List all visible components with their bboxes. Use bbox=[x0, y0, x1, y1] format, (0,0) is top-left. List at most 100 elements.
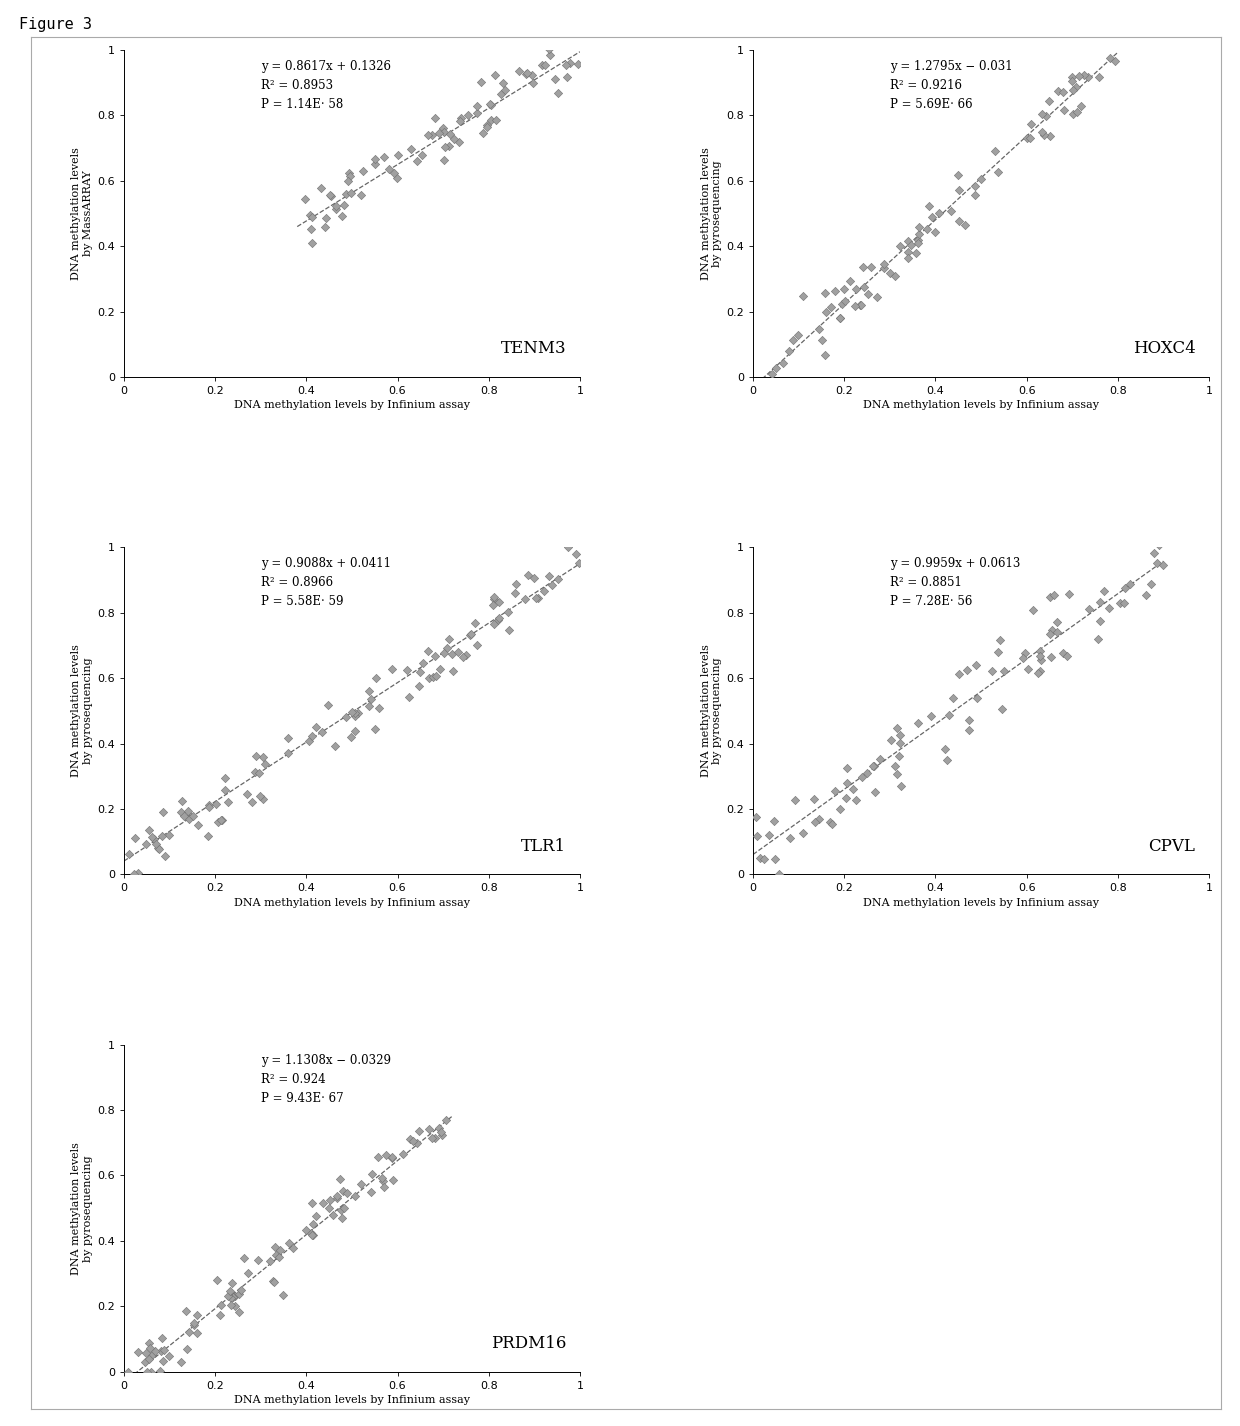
Point bbox=[182, 804, 202, 827]
Point bbox=[384, 161, 404, 184]
Point bbox=[340, 164, 360, 187]
Text: CPVL: CPVL bbox=[1148, 838, 1195, 854]
Point bbox=[523, 71, 543, 94]
Point bbox=[792, 284, 812, 307]
Point bbox=[861, 255, 880, 278]
Point bbox=[210, 1303, 229, 1326]
Point bbox=[136, 833, 156, 856]
Point bbox=[874, 257, 894, 279]
Point bbox=[267, 1243, 286, 1266]
Point bbox=[1153, 553, 1173, 576]
Text: Figure 3: Figure 3 bbox=[19, 17, 92, 33]
Point bbox=[341, 726, 361, 749]
Point bbox=[409, 1119, 429, 1142]
Point bbox=[1094, 580, 1114, 603]
Text: y = 0.9088x + 0.0411
R² = 0.8966
P = 5.58E· 59: y = 0.9088x + 0.0411 R² = 0.8966 P = 5.5… bbox=[260, 558, 391, 607]
Point bbox=[901, 234, 921, 257]
Point bbox=[440, 123, 460, 145]
Point bbox=[160, 1345, 180, 1368]
Point bbox=[222, 1272, 242, 1295]
Point bbox=[539, 44, 559, 67]
Point bbox=[500, 619, 520, 642]
Point bbox=[909, 712, 929, 734]
Point bbox=[175, 804, 195, 827]
Point bbox=[990, 629, 1009, 652]
Point bbox=[337, 1182, 357, 1205]
Point bbox=[379, 158, 399, 181]
Point bbox=[269, 1246, 289, 1269]
Point bbox=[515, 588, 534, 610]
Point bbox=[1032, 120, 1052, 143]
Point bbox=[986, 140, 1006, 163]
Point bbox=[784, 328, 804, 351]
Point bbox=[456, 643, 476, 666]
Point bbox=[773, 352, 792, 375]
Point bbox=[135, 1350, 155, 1373]
Point bbox=[949, 663, 968, 686]
Point bbox=[453, 646, 472, 669]
Point bbox=[748, 824, 768, 847]
Point bbox=[301, 1222, 321, 1245]
Point bbox=[434, 642, 454, 665]
Point bbox=[506, 573, 526, 596]
Point bbox=[218, 1285, 238, 1308]
Point bbox=[398, 686, 418, 709]
Point bbox=[918, 218, 937, 241]
Point bbox=[407, 150, 427, 173]
Point bbox=[780, 827, 800, 850]
Point bbox=[331, 1198, 351, 1221]
Point bbox=[228, 1301, 248, 1323]
Point bbox=[1063, 78, 1083, 101]
Point bbox=[1059, 582, 1079, 605]
Point bbox=[467, 101, 487, 124]
Point bbox=[1099, 596, 1118, 619]
Point bbox=[366, 148, 386, 171]
Y-axis label: DNA methylation levels
by pyrosequencing: DNA methylation levels by pyrosequencing bbox=[72, 1142, 93, 1275]
Point bbox=[1141, 529, 1161, 552]
Point bbox=[351, 184, 371, 207]
Point bbox=[341, 183, 361, 205]
Point bbox=[270, 1239, 290, 1262]
Point bbox=[319, 1196, 339, 1219]
Point bbox=[443, 660, 463, 683]
Point bbox=[141, 1360, 161, 1383]
Point bbox=[837, 771, 857, 794]
Point bbox=[212, 809, 232, 831]
Point bbox=[1034, 124, 1054, 147]
Point bbox=[124, 863, 144, 886]
Point bbox=[949, 210, 968, 232]
Point bbox=[439, 627, 459, 650]
Point bbox=[750, 847, 770, 870]
Point bbox=[1089, 627, 1109, 650]
Point bbox=[144, 829, 164, 851]
Point bbox=[465, 612, 485, 635]
Point bbox=[1070, 94, 1090, 117]
Point bbox=[569, 552, 589, 575]
Point bbox=[198, 824, 218, 847]
Point bbox=[149, 837, 169, 860]
Point bbox=[1014, 642, 1034, 665]
Point bbox=[1028, 662, 1048, 684]
Point bbox=[1063, 66, 1083, 88]
Point bbox=[971, 168, 991, 191]
Point bbox=[890, 234, 910, 257]
Point bbox=[303, 1192, 322, 1215]
Point bbox=[494, 71, 513, 94]
Point bbox=[211, 1293, 231, 1316]
X-axis label: DNA methylation levels by Infinium assay: DNA methylation levels by Infinium assay bbox=[863, 897, 1099, 908]
Point bbox=[481, 94, 501, 117]
Point bbox=[889, 744, 909, 767]
Point bbox=[419, 1118, 439, 1141]
Point bbox=[525, 566, 544, 589]
Point bbox=[374, 145, 394, 168]
Point bbox=[539, 37, 559, 60]
Point bbox=[360, 694, 379, 717]
Point bbox=[332, 204, 352, 227]
Point bbox=[311, 177, 331, 200]
Point bbox=[481, 108, 501, 131]
Point bbox=[342, 700, 362, 723]
Point bbox=[498, 600, 518, 623]
Point bbox=[920, 704, 940, 727]
Point bbox=[336, 706, 356, 729]
Point bbox=[1048, 80, 1068, 103]
